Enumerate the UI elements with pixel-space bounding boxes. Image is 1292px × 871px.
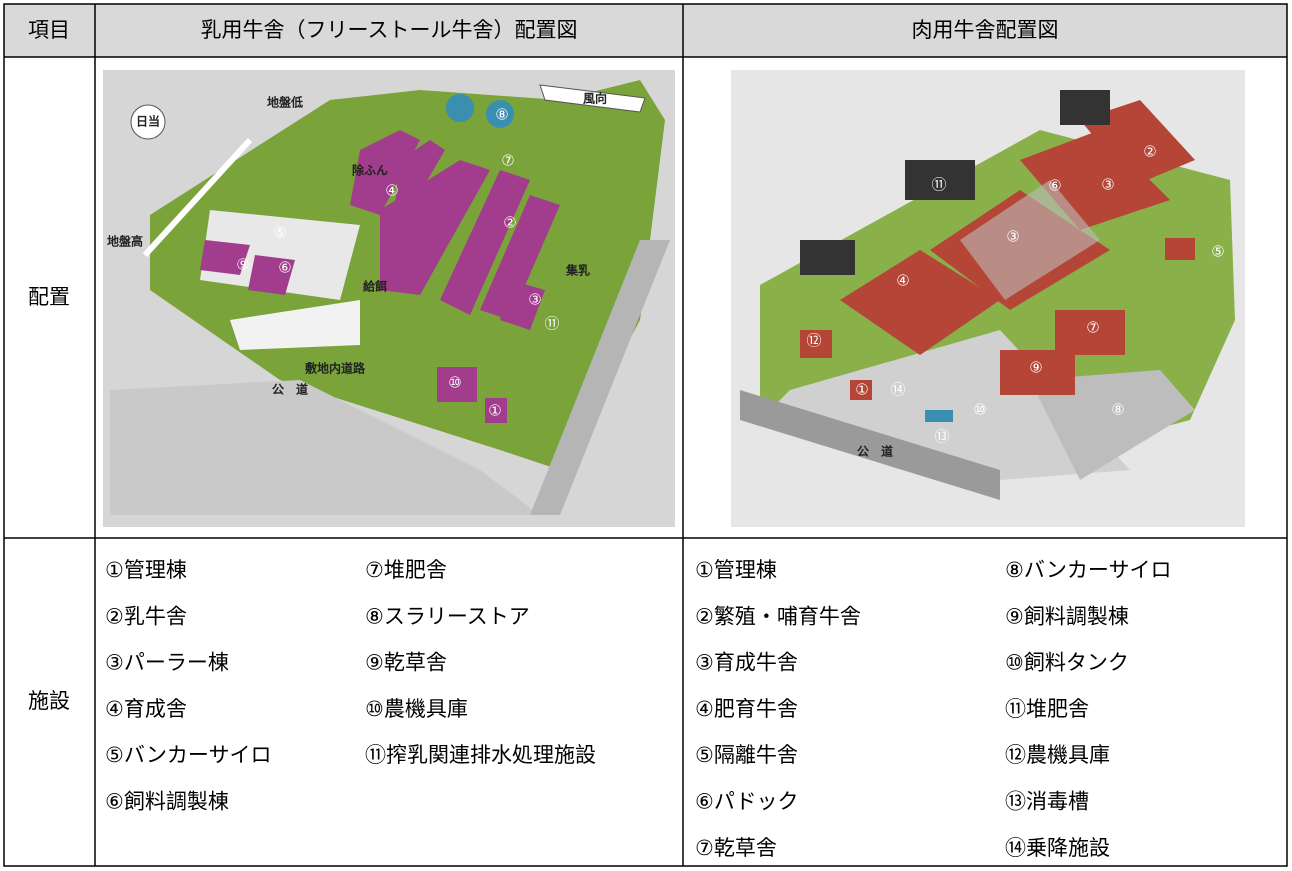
map-number: ⑩: [448, 374, 461, 392]
map-label: 除ふん: [352, 163, 388, 178]
facility-item: ③パーラー棟: [105, 651, 229, 675]
map-number: ⑨: [1029, 359, 1042, 377]
facility-item: ⑧バンカーサイロ: [1005, 558, 1171, 582]
map-number: ④: [896, 272, 909, 290]
map-number: ⑥: [1048, 177, 1061, 195]
map-number: ⑤: [1211, 243, 1224, 261]
map-number: ⑪: [544, 315, 559, 333]
map-number: ⑬: [934, 428, 949, 446]
facility-item: ②乳牛舎: [105, 604, 187, 628]
map-number: ②: [503, 214, 516, 232]
map-number: ⑤: [273, 224, 286, 242]
facility-item: ⑪堆肥舎: [1005, 697, 1089, 721]
facility-item: ④育成舎: [105, 697, 187, 721]
facility-item: ⑥パドック: [695, 790, 798, 814]
facility-item: ⑬消毒槽: [1005, 790, 1089, 814]
facility-item: ⑨乾草舎: [365, 651, 447, 675]
header-beef: 肉用牛舎配置図: [912, 18, 1059, 42]
facility-item: ⑦堆肥舎: [365, 558, 447, 582]
map-label: 地盤高: [107, 234, 143, 249]
facility-item: ①管理棟: [105, 558, 187, 582]
dairy-map: [103, 70, 675, 527]
map-label: 公 道: [857, 444, 893, 459]
map-number: ③: [1101, 176, 1114, 194]
row-label: 配置: [28, 285, 70, 309]
facility-item: ⑩飼料タンク: [1005, 651, 1129, 675]
map-number: ①: [488, 402, 501, 420]
map-number: ⑨: [236, 256, 249, 274]
facility-item: ①管理棟: [695, 558, 777, 582]
map-number: ⑩: [973, 401, 986, 419]
map-number: ③: [1006, 228, 1019, 246]
map-number: ⑧: [1111, 401, 1124, 419]
facility-item: ⑭乗降施設: [1005, 836, 1110, 860]
facility-item: ⑩農機具庫: [365, 697, 468, 721]
table-border: [3, 3, 1288, 867]
header-dairy: 乳用牛舎（フリーストール牛舎）配置図: [201, 18, 578, 42]
map-label: 集乳: [565, 263, 590, 278]
map-label: 日当: [136, 114, 160, 129]
map-label: 公 道: [272, 382, 308, 397]
header-item: 項目: [28, 18, 70, 42]
map-number: ⑫: [806, 332, 821, 350]
map-number: ⑭: [890, 381, 905, 399]
map-label: 風向: [583, 91, 607, 106]
row-label: 施設: [28, 689, 70, 713]
facility-item: ④肥育牛舎: [695, 697, 798, 721]
header-row: [4, 4, 1287, 57]
map-number: ①: [855, 381, 868, 399]
map-number: ③: [528, 291, 541, 309]
map-label: 給餌: [363, 279, 387, 294]
facility-item: ⑨飼料調製棟: [1005, 604, 1129, 628]
map-number: ⑦: [501, 152, 514, 170]
map-number: ⑥: [278, 259, 291, 277]
map-number: ④: [385, 182, 398, 200]
map-number: ②: [1143, 143, 1156, 161]
facility-item: ⑤隔離牛舎: [695, 743, 798, 767]
facility-item: ⑥飼料調製棟: [105, 790, 229, 814]
facility-item: ③育成牛舎: [695, 651, 798, 675]
map-label: 地盤低: [267, 95, 303, 110]
map-number: ⑧: [495, 106, 508, 124]
facility-item: ②繁殖・哺育牛舎: [695, 604, 861, 628]
beef-map: [731, 70, 1245, 527]
map-number: ⑪: [931, 176, 946, 194]
facility-item: ⑧スラリーストア: [365, 604, 530, 628]
map-number: ⑦: [1086, 319, 1099, 337]
facility-item: ⑦乾草舎: [695, 836, 777, 860]
map-label: 敷地内道路: [305, 361, 366, 376]
facility-item: ⑪搾乳関連排水処理施設: [365, 743, 596, 767]
facility-item: ⑤バンカーサイロ: [105, 743, 271, 767]
facility-item: ⑫農機具庫: [1005, 743, 1110, 767]
